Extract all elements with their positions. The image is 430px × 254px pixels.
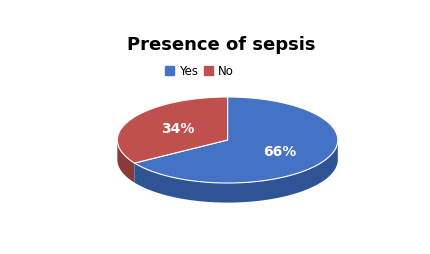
Polygon shape (117, 97, 227, 163)
Polygon shape (134, 97, 337, 183)
Legend: Yes, No: Yes, No (160, 60, 238, 82)
Text: 34%: 34% (161, 122, 194, 136)
Text: Presence of sepsis: Presence of sepsis (126, 36, 314, 54)
Polygon shape (117, 140, 134, 183)
Text: 66%: 66% (263, 145, 296, 159)
Polygon shape (134, 140, 337, 203)
